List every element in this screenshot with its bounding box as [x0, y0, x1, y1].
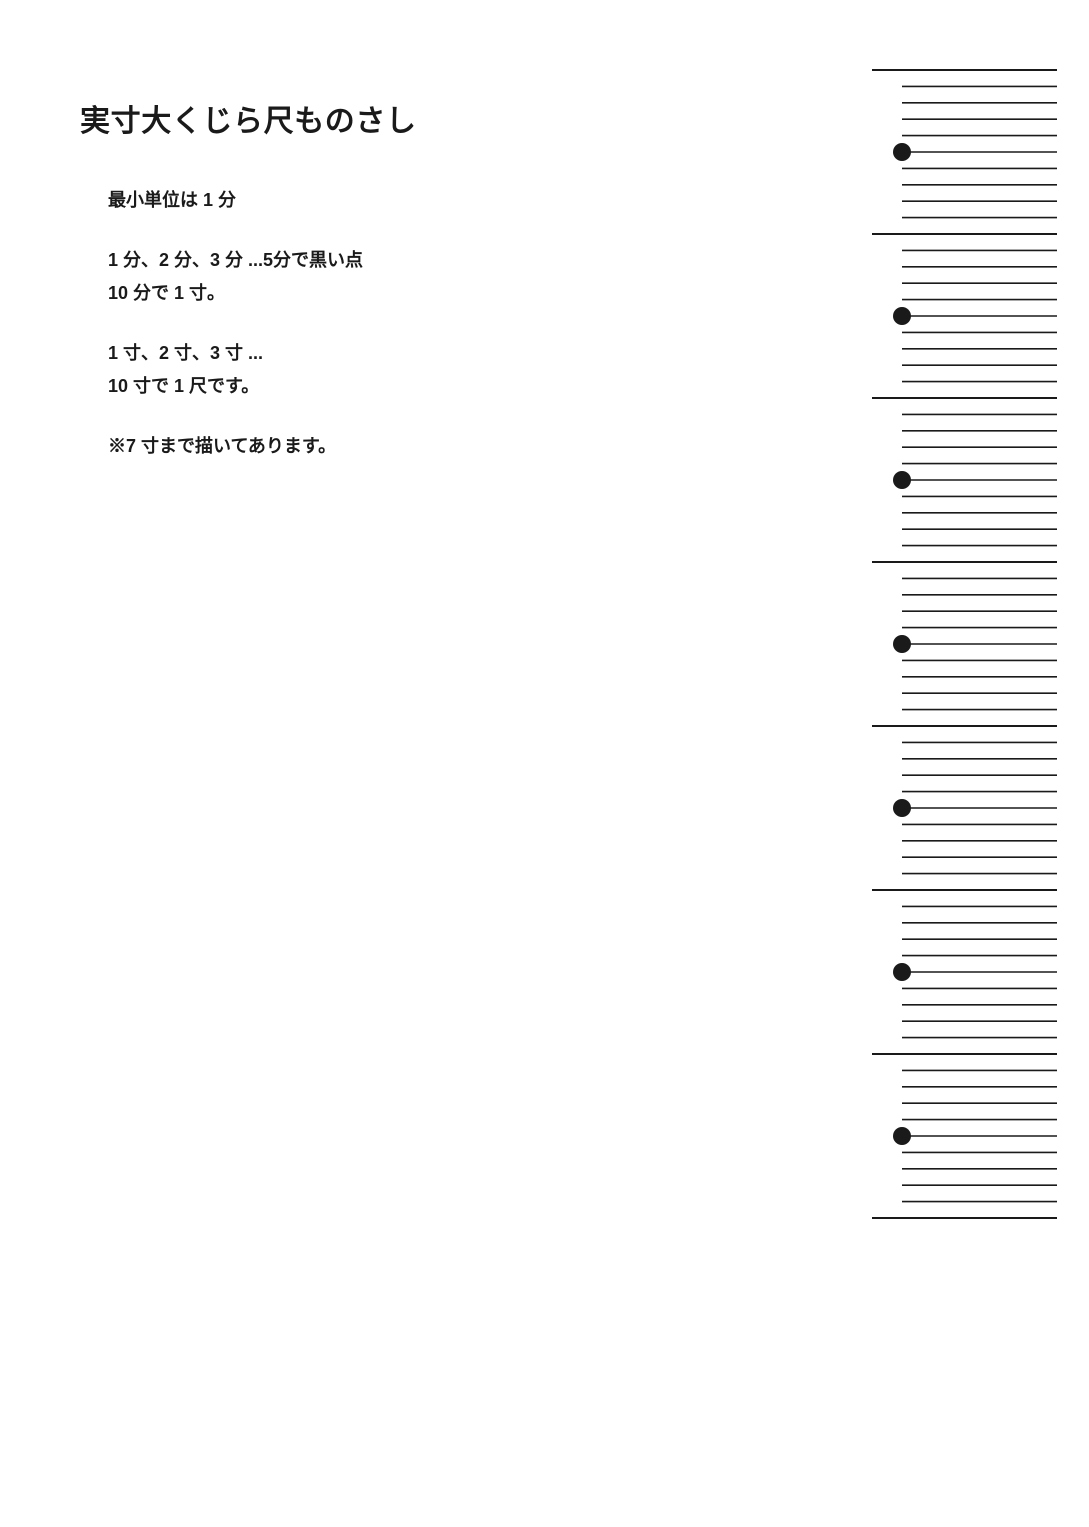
desc-line-1: 最小単位は 1 分 [108, 184, 500, 216]
desc-line-5: 10 寸で 1 尺です。 [108, 370, 500, 402]
text-block: 実寸大くじら尺ものさし 最小単位は 1 分 1 分、2 分、3 分 ...5分で… [80, 96, 500, 462]
desc-line-6: ※7 寸まで描いてあります。 [108, 430, 500, 462]
page-title: 実寸大くじら尺ものさし [80, 96, 500, 140]
desc-line-4: 1 寸、2 寸、3 寸 ... [108, 337, 500, 369]
desc-line-3: 10 分で 1 寸。 [108, 277, 500, 309]
desc-line-2: 1 分、2 分、3 分 ...5分で黒い点 [108, 244, 500, 276]
ruler-diagram [569, 0, 1089, 1280]
